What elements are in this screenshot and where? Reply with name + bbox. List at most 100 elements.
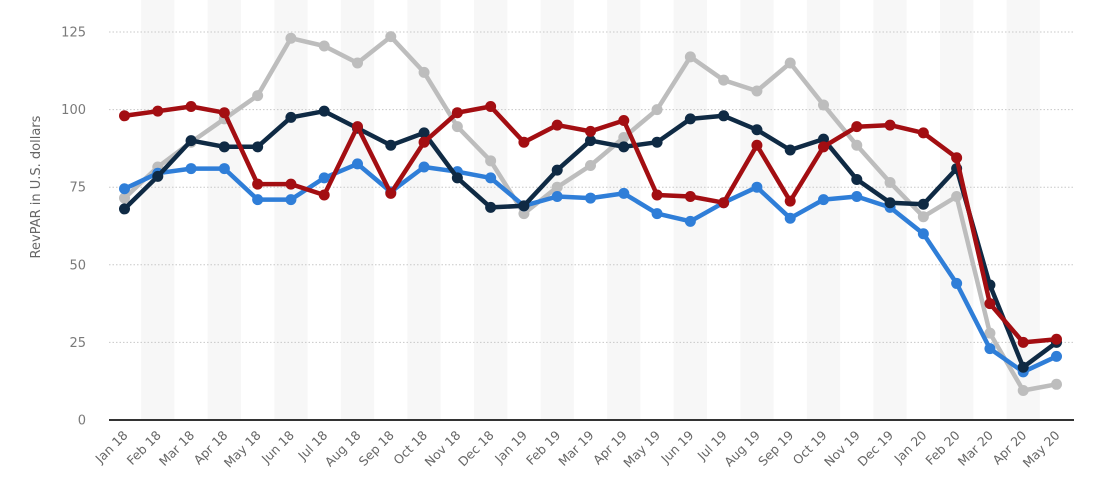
- data-point-marker[interactable]: [684, 191, 696, 203]
- data-point-marker[interactable]: [518, 136, 530, 148]
- data-point-marker[interactable]: [518, 208, 530, 220]
- data-point-marker[interactable]: [884, 197, 896, 209]
- data-point-marker[interactable]: [751, 124, 763, 136]
- data-point-marker[interactable]: [152, 105, 164, 117]
- data-point-marker[interactable]: [451, 121, 463, 133]
- data-point-marker[interactable]: [185, 163, 197, 175]
- data-point-marker[interactable]: [551, 181, 563, 193]
- data-point-marker[interactable]: [751, 181, 763, 193]
- data-point-marker[interactable]: [318, 105, 330, 117]
- data-point-marker[interactable]: [818, 194, 829, 206]
- data-point-marker[interactable]: [418, 127, 430, 139]
- data-point-marker[interactable]: [185, 135, 197, 147]
- data-point-marker[interactable]: [418, 136, 430, 148]
- data-point-marker[interactable]: [784, 57, 796, 69]
- data-point-marker[interactable]: [951, 152, 963, 164]
- data-point-marker[interactable]: [451, 107, 463, 119]
- data-point-marker[interactable]: [119, 110, 130, 122]
- data-point-marker[interactable]: [418, 161, 430, 173]
- data-point-marker[interactable]: [984, 327, 996, 339]
- data-point-marker[interactable]: [252, 194, 264, 206]
- data-point-marker[interactable]: [651, 104, 663, 116]
- data-point-marker[interactable]: [318, 40, 330, 52]
- data-point-marker[interactable]: [1017, 361, 1029, 373]
- data-point-marker[interactable]: [651, 189, 663, 201]
- data-point-marker[interactable]: [818, 133, 829, 145]
- data-point-marker[interactable]: [1051, 350, 1062, 362]
- data-point-marker[interactable]: [984, 343, 996, 355]
- data-point-marker[interactable]: [1017, 336, 1029, 348]
- data-point-marker[interactable]: [218, 163, 230, 175]
- data-point-marker[interactable]: [318, 189, 330, 201]
- data-point-marker[interactable]: [784, 212, 796, 224]
- data-point-marker[interactable]: [951, 191, 963, 203]
- data-point-marker[interactable]: [352, 57, 363, 69]
- data-point-marker[interactable]: [651, 208, 663, 220]
- data-point-marker[interactable]: [1017, 385, 1029, 397]
- data-point-marker[interactable]: [119, 203, 130, 215]
- data-point-marker[interactable]: [818, 141, 829, 153]
- data-point-marker[interactable]: [917, 198, 929, 210]
- data-point-marker[interactable]: [285, 32, 297, 44]
- data-point-marker[interactable]: [884, 119, 896, 131]
- data-point-marker[interactable]: [485, 100, 497, 112]
- data-point-marker[interactable]: [951, 277, 963, 289]
- data-point-marker[interactable]: [684, 215, 696, 227]
- data-point-marker[interactable]: [718, 110, 730, 122]
- data-point-marker[interactable]: [618, 114, 630, 126]
- data-point-marker[interactable]: [618, 187, 630, 199]
- data-point-marker[interactable]: [618, 132, 630, 144]
- data-point-marker[interactable]: [585, 125, 596, 137]
- data-point-marker[interactable]: [851, 191, 863, 203]
- data-point-marker[interactable]: [917, 211, 929, 223]
- data-point-marker[interactable]: [152, 170, 164, 182]
- data-point-marker[interactable]: [784, 195, 796, 207]
- data-point-marker[interactable]: [285, 178, 297, 190]
- data-point-marker[interactable]: [119, 192, 130, 204]
- data-point-marker[interactable]: [451, 172, 463, 184]
- data-point-marker[interactable]: [1051, 378, 1062, 390]
- data-point-marker[interactable]: [119, 183, 130, 195]
- data-point-marker[interactable]: [285, 194, 297, 206]
- data-point-marker[interactable]: [851, 121, 863, 133]
- data-point-marker[interactable]: [917, 228, 929, 240]
- data-point-marker[interactable]: [551, 164, 563, 176]
- data-point-marker[interactable]: [851, 173, 863, 185]
- data-point-marker[interactable]: [218, 107, 230, 119]
- data-point-marker[interactable]: [618, 141, 630, 153]
- data-point-marker[interactable]: [585, 159, 596, 171]
- data-point-marker[interactable]: [485, 172, 497, 184]
- data-point-marker[interactable]: [651, 136, 663, 148]
- data-point-marker[interactable]: [285, 111, 297, 123]
- data-point-marker[interactable]: [718, 197, 730, 209]
- data-point-marker[interactable]: [352, 158, 363, 170]
- data-point-marker[interactable]: [884, 177, 896, 189]
- data-point-marker[interactable]: [585, 192, 596, 204]
- data-point-marker[interactable]: [252, 90, 264, 102]
- data-point-marker[interactable]: [485, 155, 497, 167]
- data-point-marker[interactable]: [718, 74, 730, 86]
- data-point-marker[interactable]: [551, 191, 563, 203]
- data-point-marker[interactable]: [917, 127, 929, 139]
- data-point-marker[interactable]: [1051, 333, 1062, 345]
- data-point-marker[interactable]: [385, 139, 397, 151]
- data-point-marker[interactable]: [385, 187, 397, 199]
- data-point-marker[interactable]: [551, 119, 563, 131]
- data-point-marker[interactable]: [784, 144, 796, 156]
- data-point-marker[interactable]: [252, 178, 264, 190]
- data-point-marker[interactable]: [751, 85, 763, 97]
- data-point-marker[interactable]: [185, 100, 197, 112]
- data-point-marker[interactable]: [218, 141, 230, 153]
- data-point-marker[interactable]: [818, 99, 829, 111]
- data-point-marker[interactable]: [318, 172, 330, 184]
- data-point-marker[interactable]: [684, 113, 696, 125]
- data-point-marker[interactable]: [385, 31, 397, 43]
- data-point-marker[interactable]: [984, 298, 996, 310]
- data-point-marker[interactable]: [518, 200, 530, 212]
- data-point-marker[interactable]: [252, 141, 264, 153]
- data-point-marker[interactable]: [585, 135, 596, 147]
- data-point-marker[interactable]: [751, 139, 763, 151]
- data-point-marker[interactable]: [352, 121, 363, 133]
- data-point-marker[interactable]: [418, 66, 430, 78]
- data-point-marker[interactable]: [851, 139, 863, 151]
